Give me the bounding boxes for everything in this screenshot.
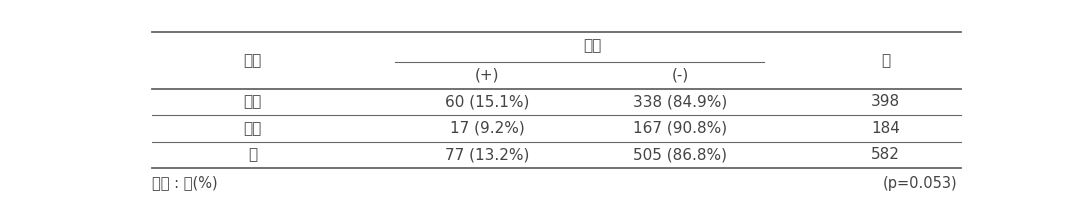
Text: 17 (9.2%): 17 (9.2%) — [450, 121, 525, 136]
Text: 계: 계 — [881, 53, 890, 68]
Text: 계: 계 — [248, 147, 258, 162]
Text: 338 (84.9%): 338 (84.9%) — [633, 94, 727, 109]
Text: 단위 : 명(%): 단위 : 명(%) — [151, 176, 217, 190]
Text: 남성: 남성 — [243, 94, 262, 109]
Text: 여성: 여성 — [243, 121, 262, 136]
Text: 184: 184 — [871, 121, 900, 136]
Text: 성별: 성별 — [243, 53, 262, 68]
Text: 505 (86.8%): 505 (86.8%) — [633, 147, 727, 162]
Text: 항체: 항체 — [583, 38, 602, 53]
Text: (-): (-) — [672, 68, 689, 83]
Text: (+): (+) — [475, 68, 500, 83]
Text: 167 (90.8%): 167 (90.8%) — [633, 121, 727, 136]
Text: 398: 398 — [871, 94, 900, 109]
Text: (p=0.053): (p=0.053) — [883, 176, 956, 190]
Text: 77 (13.2%): 77 (13.2%) — [446, 147, 529, 162]
Text: 60 (15.1%): 60 (15.1%) — [446, 94, 529, 109]
Text: 582: 582 — [871, 147, 900, 162]
